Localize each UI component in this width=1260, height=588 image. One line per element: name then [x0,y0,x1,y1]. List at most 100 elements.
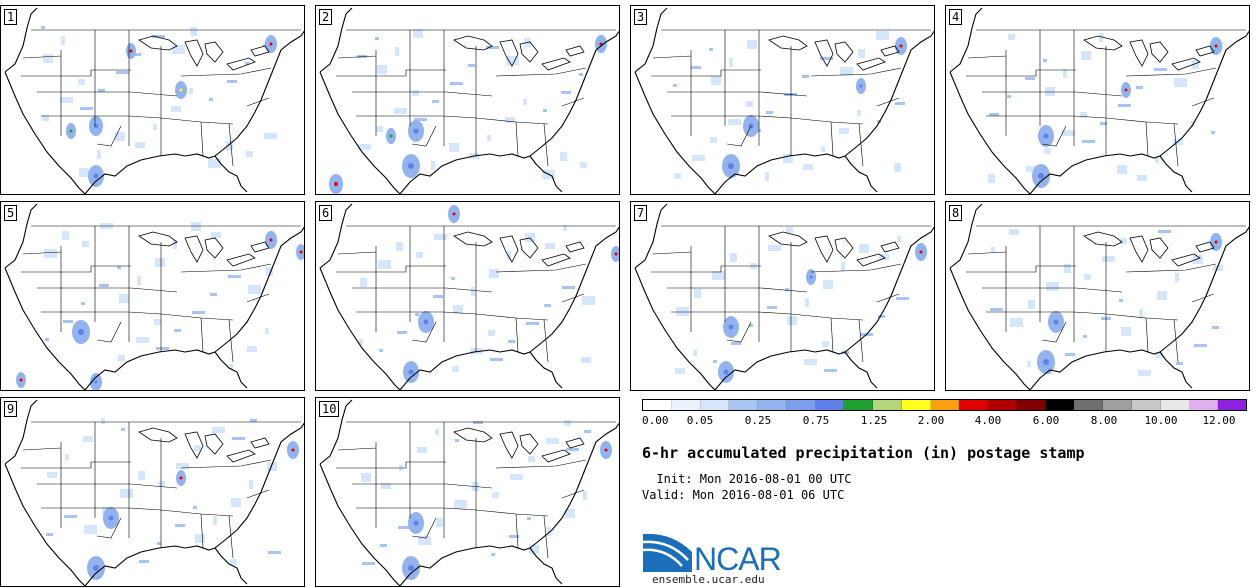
member-label: 9 [4,401,18,417]
precip-area [80,107,93,110]
precip-area [805,298,809,307]
precip-area [564,420,571,426]
colorbar-tick-label: 1.25 [860,414,888,427]
precip-area [63,320,73,323]
precip-area [543,109,547,112]
precip-area [450,82,463,85]
precip-area [134,53,141,56]
precip-area [61,36,65,45]
precip-area [1026,166,1039,172]
precip-area [83,436,93,442]
colorbar-segment [1132,400,1161,410]
precip-area [822,341,829,347]
precip-core [614,252,618,256]
precip-area [267,462,277,471]
precip-core [94,124,98,128]
precip-core [299,250,303,254]
precip-area [452,366,459,372]
precip-area [823,280,833,289]
precip-area [155,258,165,267]
precip-area [841,262,845,271]
plot-title: 6-hr accumulated precipitation (in) post… [642,444,1085,462]
colorbar-segment [1160,400,1190,410]
precip-area [171,106,181,112]
precip-area [416,252,423,258]
colorbar-segment [1016,400,1046,410]
precip-area [693,350,697,356]
precip-area [802,75,809,78]
precip-area [526,322,539,325]
great-lakes [1083,35,1215,71]
member-label: 7 [634,205,648,221]
precip-area [434,234,447,240]
state-borders [651,225,931,363]
precip-area [137,276,141,285]
precip-area [490,358,503,361]
precip-area [232,437,245,440]
precip-area [1102,256,1115,262]
precip-area [64,515,77,518]
precip-map [4,203,304,390]
precip-core [899,44,903,48]
precip-area [1025,77,1035,80]
precip-area [45,338,49,341]
state-borders [651,29,931,167]
precip-area [1120,238,1127,244]
precip-area [213,516,217,525]
precip-core [78,329,84,335]
precip-area [44,249,57,258]
precip-area [47,472,57,478]
precip-area [1154,68,1167,71]
precip-core [129,49,133,53]
precip-area [709,48,713,51]
svg-text:NCAR: NCAR [694,541,781,574]
great-lakes [1083,231,1215,267]
precip-area [1119,299,1123,302]
precip-area [138,471,145,480]
precip-area [691,66,701,69]
precip-area [174,329,181,332]
precip-area [266,267,273,276]
precip-area [583,491,587,500]
member-panel-1: 1 [0,5,305,195]
precip-area [1193,255,1203,264]
precip-area [859,244,869,253]
precip-map [319,203,619,390]
precip-area [692,155,705,161]
precip-area [1007,95,1011,98]
precip-area [710,137,717,143]
precip-area [157,542,161,545]
member-panel-3: 3 [630,5,935,195]
colorbar-tick-label: 4.00 [974,414,1002,427]
precip-area [544,304,551,307]
precip-core [728,163,734,169]
precip-core [408,369,414,375]
precip-area [1063,69,1067,78]
precip-area [248,285,261,294]
precip-area [509,535,519,538]
precip-core [291,448,295,452]
precip-core [269,42,273,46]
precip-core [1038,173,1044,179]
precip-area [565,509,575,518]
colorbar-segment [671,400,701,410]
great-lakes [138,427,270,463]
precip-area [268,551,281,554]
coastline [4,7,304,194]
precip-area [249,480,253,489]
precip-area [487,135,491,141]
precip-area [787,316,797,325]
init-time: Init: Mon 2016-08-01 00 UTC [642,472,852,486]
precip-area [358,144,371,150]
precip-area [1176,362,1183,365]
precip-area [398,526,411,529]
precip-area [121,428,125,431]
precip-map [634,203,934,390]
precip-area [362,562,375,565]
precip-area [731,342,741,345]
precip-area [747,40,757,49]
precip-area [675,368,685,374]
precip-area [1175,273,1179,282]
precip-area [730,253,737,262]
precip-area [473,421,483,424]
